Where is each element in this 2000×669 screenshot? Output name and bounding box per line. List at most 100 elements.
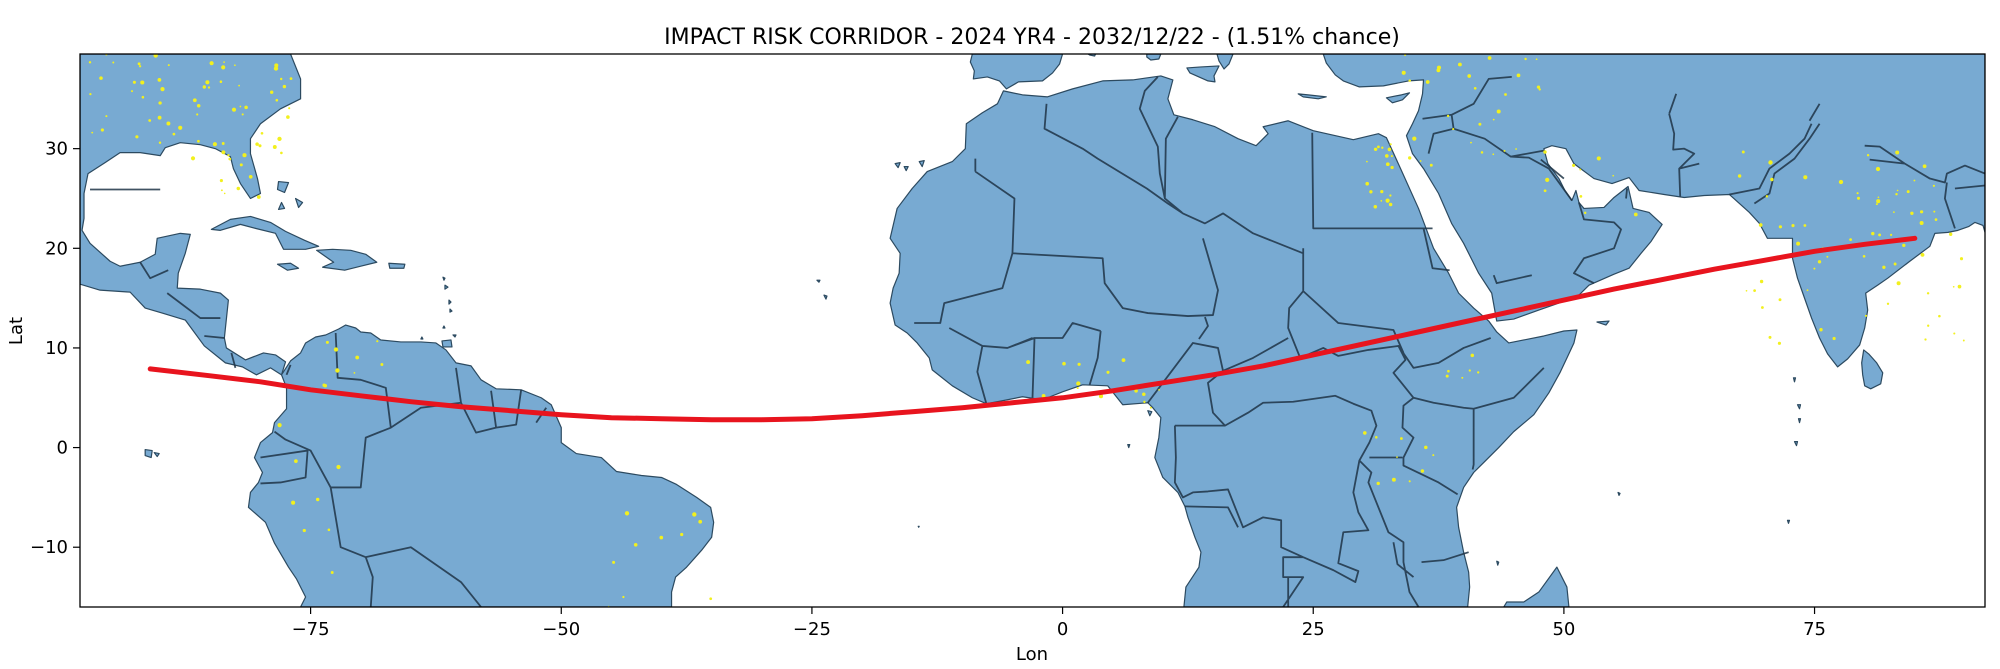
city-light-speck (336, 464, 341, 470)
city-light-speck (1477, 371, 1480, 374)
x-axis: −75 −50 −25 0 25 50 75 (292, 607, 1826, 640)
city-light-speck (1419, 160, 1422, 162)
city-light-speck (335, 368, 340, 373)
city-light-speck (1803, 224, 1807, 227)
y-tick-label: −10 (30, 537, 68, 558)
ascension-island (917, 525, 920, 528)
x-tick-label: 25 (1302, 619, 1325, 640)
chagos-islands (1786, 519, 1791, 524)
city-light-speck (1862, 254, 1866, 258)
city-light-speck (294, 459, 298, 463)
city-light-speck (172, 132, 176, 136)
city-light-speck (1468, 369, 1471, 372)
city-light-speck (1480, 151, 1484, 154)
city-light-speck (1496, 109, 1501, 114)
city-light-speck (1959, 257, 1964, 261)
city-light-speck (1745, 289, 1748, 292)
city-light-speck (1777, 341, 1782, 345)
map-layer (80, 54, 1985, 607)
x-tick-label: 50 (1552, 619, 1575, 640)
city-light-speck (196, 104, 201, 108)
city-light-speck (1401, 70, 1406, 75)
city-light-speck (1856, 192, 1859, 195)
city-light-speck (376, 340, 379, 343)
city-light-speck (244, 105, 248, 110)
city-light-speck (1408, 79, 1411, 82)
city-light-speck (289, 77, 293, 80)
city-light-speck (1467, 74, 1472, 78)
y-tick-label: 30 (45, 139, 68, 160)
city-light-speck (1452, 128, 1455, 131)
city-light-speck (100, 128, 104, 132)
border-lines-asia (1422, 76, 1985, 285)
city-light-speck (137, 62, 141, 66)
italy-peninsula (1216, 54, 1234, 70)
city-light-speck (1875, 203, 1878, 206)
city-light-speck (140, 80, 145, 85)
city-light-speck (322, 383, 326, 387)
city-light-speck (1381, 146, 1384, 149)
trinidad-tobago (452, 334, 457, 338)
city-light-speck (158, 101, 162, 105)
city-light-speck (1886, 302, 1890, 305)
city-light-speck (231, 107, 237, 112)
city-light-speck (1832, 336, 1836, 341)
x-axis-label: Lon (1016, 644, 1048, 665)
city-light-speck (1436, 65, 1442, 70)
city-light-speck (302, 528, 306, 533)
city-light-speck (1470, 353, 1475, 358)
city-light-speck (1366, 160, 1368, 163)
iberia-landmass (969, 54, 1064, 90)
city-light-speck (1377, 145, 1380, 149)
city-light-speck (1478, 122, 1482, 126)
city-light-speck (166, 121, 171, 126)
city-light-speck (1062, 361, 1066, 366)
city-light-speck (1919, 221, 1924, 225)
city-light-speck (207, 86, 211, 89)
socotra-island (1596, 320, 1610, 326)
impact-risk-corridor-line (147, 235, 1918, 423)
bioko-island (1147, 410, 1153, 417)
city-light-speck (612, 560, 616, 564)
city-light-speck (1492, 153, 1495, 156)
city-light-speck (1432, 454, 1435, 457)
city-light-speck (1579, 168, 1582, 171)
city-light-speck (238, 84, 240, 87)
city-light-speck (1376, 481, 1380, 486)
city-light-speck (1778, 298, 1782, 302)
city-light-speck (202, 85, 206, 89)
city-light-speck (698, 519, 703, 524)
city-light-speck (1838, 179, 1844, 185)
city-light-speck (1408, 156, 1412, 160)
city-light-speck (219, 80, 223, 83)
city-light-speck (1753, 289, 1756, 292)
city-light-speck (1893, 211, 1895, 213)
city-light-speck (132, 80, 136, 84)
city-light-speck (1504, 93, 1507, 96)
city-light-speck (196, 113, 199, 116)
city-light-speck (148, 119, 152, 122)
city-light-speck (282, 84, 287, 89)
city-light-speck (221, 65, 226, 70)
bahamas-islands (276, 180, 304, 211)
city-light-speck (1922, 164, 1927, 169)
city-light-speck (1633, 212, 1638, 217)
city-light-speck (1902, 243, 1906, 248)
city-light-speck (1913, 179, 1916, 182)
city-light-speck (1384, 154, 1389, 158)
city-light-speck (1889, 233, 1893, 237)
city-light-speck (280, 77, 283, 81)
city-light-speck (1759, 279, 1764, 284)
city-light-speck (1952, 285, 1955, 288)
sardinia-island (1146, 54, 1162, 61)
city-light-speck (1933, 210, 1936, 213)
city-light-speck (1134, 389, 1138, 393)
city-light-speck (1572, 163, 1576, 167)
city-light-speck (1760, 306, 1764, 309)
city-light-speck (255, 142, 259, 146)
city-light-speck (1516, 73, 1521, 78)
city-light-speck (1957, 284, 1962, 289)
city-light-speck (1461, 376, 1464, 379)
city-light-speck (1041, 393, 1046, 398)
city-light-speck (1895, 192, 1898, 196)
